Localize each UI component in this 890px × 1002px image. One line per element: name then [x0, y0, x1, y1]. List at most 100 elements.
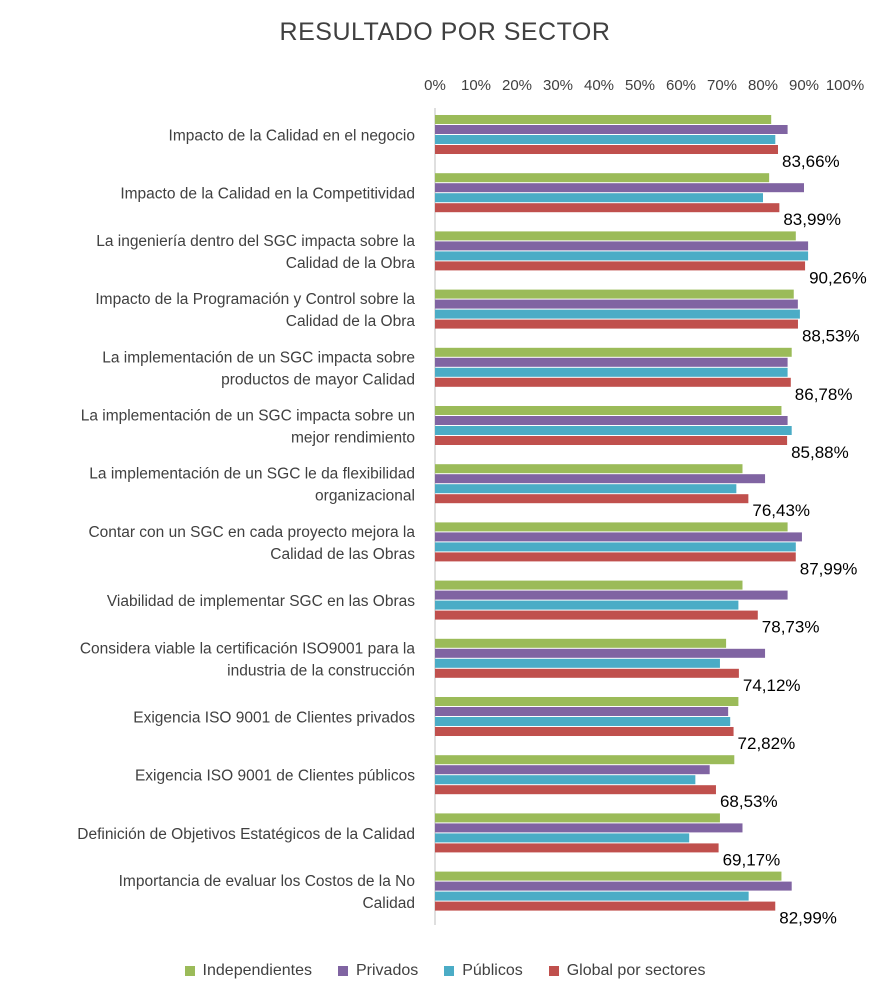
data-label: 74,12% — [743, 676, 801, 695]
bar-independientes — [435, 813, 720, 823]
bar-privados — [435, 474, 766, 484]
bar-independientes — [435, 871, 782, 881]
legend-swatch — [444, 966, 455, 976]
x-tick-label: 10% — [461, 77, 491, 94]
bar-publicos — [435, 658, 720, 668]
bar-global-por-sectores — [435, 436, 788, 445]
bar-privados — [435, 648, 766, 658]
x-tick-label: 30% — [543, 77, 573, 94]
category-label: Considera viable la certificación ISO900… — [80, 640, 416, 657]
bar-publicos — [435, 426, 792, 435]
category-label: productos de mayor Calidad — [221, 371, 415, 388]
data-label: 72,82% — [738, 734, 796, 753]
bar-independientes — [435, 580, 743, 590]
bar-publicos — [435, 833, 690, 843]
x-tick-label: 50% — [625, 77, 655, 94]
x-tick-label: 100% — [826, 77, 864, 94]
bar-global-por-sectores — [435, 668, 739, 678]
bar-privados — [435, 823, 743, 833]
data-label: 76,43% — [752, 501, 810, 520]
category-label: La implementación de un SGC le da flexib… — [89, 466, 415, 483]
data-label: 88,53% — [802, 327, 860, 346]
bar-global-por-sectores — [435, 901, 776, 911]
bar-independientes — [435, 173, 770, 183]
bar-publicos — [435, 891, 749, 901]
category-label: mejor rendimiento — [291, 430, 415, 447]
legend-item: Global por sectores — [548, 962, 706, 980]
bar-privados — [435, 416, 788, 425]
data-label: 90,26% — [809, 268, 867, 287]
category-label: Definición de Objetivos Estatégicos de l… — [77, 826, 415, 843]
bar-publicos — [435, 251, 809, 261]
bar-independientes — [435, 231, 796, 241]
bar-privados — [435, 707, 729, 716]
bar-publicos — [435, 309, 800, 319]
data-label: 87,99% — [800, 559, 858, 578]
bar-independientes — [435, 464, 743, 474]
legend-item: Independientes — [184, 962, 312, 980]
category-label: Viabilidad de implementar SGC en las Obr… — [107, 593, 415, 610]
bar-global-por-sectores — [435, 552, 796, 562]
data-label: 68,53% — [720, 792, 778, 811]
bar-global-por-sectores — [435, 377, 791, 387]
category-label: organizacional — [315, 488, 415, 505]
legend-label: Públicos — [462, 962, 523, 979]
x-tick-label: 20% — [502, 77, 532, 94]
category-label: Contar con un SGC en cada proyecto mejor… — [88, 524, 415, 541]
x-tick-label: 0% — [424, 77, 446, 94]
bar-privados — [435, 357, 788, 367]
bar-global-por-sectores — [435, 203, 780, 213]
x-tick-label: 40% — [584, 77, 614, 94]
category-label: Calidad — [362, 895, 415, 912]
data-label: 69,17% — [723, 850, 781, 869]
data-label: 86,78% — [795, 385, 853, 404]
bar-publicos — [435, 542, 796, 552]
bar-publicos — [435, 717, 731, 726]
data-label: 83,99% — [783, 210, 841, 229]
bar-independientes — [435, 755, 735, 765]
bar-publicos — [435, 600, 739, 610]
category-label: La implementación de un SGC impacta sobr… — [81, 408, 415, 425]
bar-independientes — [435, 522, 788, 532]
bar-global-por-sectores — [435, 494, 749, 504]
bar-independientes — [435, 638, 727, 648]
category-label: Calidad de la Obra — [286, 255, 416, 272]
x-tick-label: 70% — [707, 77, 737, 94]
legend-item: Privados — [337, 962, 419, 980]
bar-privados — [435, 532, 802, 542]
x-tick-label: 90% — [789, 77, 819, 94]
category-label: La implementación de un SGC impacta sobr… — [102, 349, 415, 366]
bar-global-por-sectores — [435, 145, 779, 154]
bar-independientes — [435, 697, 739, 706]
bar-global-por-sectores — [435, 261, 806, 271]
bar-publicos — [435, 484, 737, 494]
bar-global-por-sectores — [435, 785, 716, 795]
category-label: Exigencia ISO 9001 de Clientes públicos — [135, 768, 415, 785]
bar-privados — [435, 125, 788, 134]
bar-privados — [435, 881, 792, 891]
bar-global-por-sectores — [435, 843, 719, 853]
legend-label: Global por sectores — [566, 962, 706, 979]
category-label: Exigencia ISO 9001 de Clientes privados — [133, 710, 415, 727]
chart-title: RESULTADO POR SECTOR — [279, 18, 611, 46]
category-label: Calidad de las Obras — [270, 546, 415, 563]
bar-independientes — [435, 115, 772, 124]
bar-privados — [435, 765, 710, 775]
bar-privados — [435, 183, 804, 193]
x-tick-label: 60% — [666, 77, 696, 94]
bar-publicos — [435, 367, 788, 377]
bar-publicos — [435, 193, 763, 203]
bar-global-por-sectores — [435, 727, 734, 736]
legend-label: Independientes — [202, 962, 312, 979]
legend-swatch — [548, 966, 559, 976]
data-label: 85,88% — [791, 443, 849, 462]
category-label: Impacto de la Calidad en la Competitivid… — [120, 186, 415, 203]
chart-legend: Independientes Privados Públicos Global por… — [0, 962, 890, 980]
bar-privados — [435, 299, 798, 309]
bar-publicos — [435, 135, 776, 144]
data-label: 83,66% — [782, 152, 840, 171]
legend-swatch — [184, 966, 195, 976]
legend-label: Privados — [355, 962, 419, 979]
bar-global-por-sectores — [435, 610, 758, 620]
